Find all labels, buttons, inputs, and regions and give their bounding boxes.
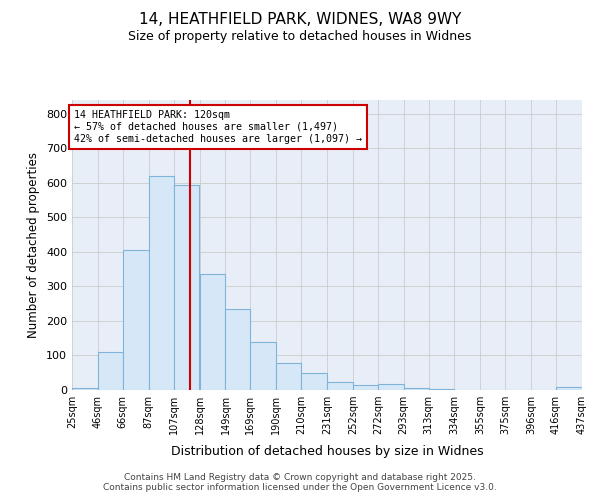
Text: 14, HEATHFIELD PARK, WIDNES, WA8 9WY: 14, HEATHFIELD PARK, WIDNES, WA8 9WY (139, 12, 461, 28)
Bar (199, 274, 226, 390)
Bar (72, 388, 98, 390)
X-axis label: Distribution of detached houses by size in Widnes: Distribution of detached houses by size … (170, 446, 484, 458)
Text: 14 HEATHFIELD PARK: 120sqm
← 57% of detached houses are smaller (1,497)
42% of s: 14 HEATHFIELD PARK: 120sqm ← 57% of deta… (74, 110, 362, 144)
Bar (123, 250, 149, 390)
Bar (226, 309, 250, 390)
Bar (173, 184, 199, 390)
Bar (404, 388, 428, 390)
Text: Contains HM Land Registry data © Crown copyright and database right 2025.
Contai: Contains HM Land Registry data © Crown c… (103, 473, 497, 492)
Text: Size of property relative to detached houses in Widnes: Size of property relative to detached ho… (128, 30, 472, 43)
Bar (149, 176, 173, 390)
Bar (327, 382, 353, 390)
Bar (378, 384, 404, 390)
Y-axis label: Number of detached properties: Number of detached properties (28, 152, 40, 338)
Bar (301, 374, 327, 390)
Bar (98, 352, 123, 390)
Bar (353, 385, 378, 390)
Bar (276, 363, 301, 390)
Bar (556, 387, 582, 390)
Bar (250, 342, 276, 390)
